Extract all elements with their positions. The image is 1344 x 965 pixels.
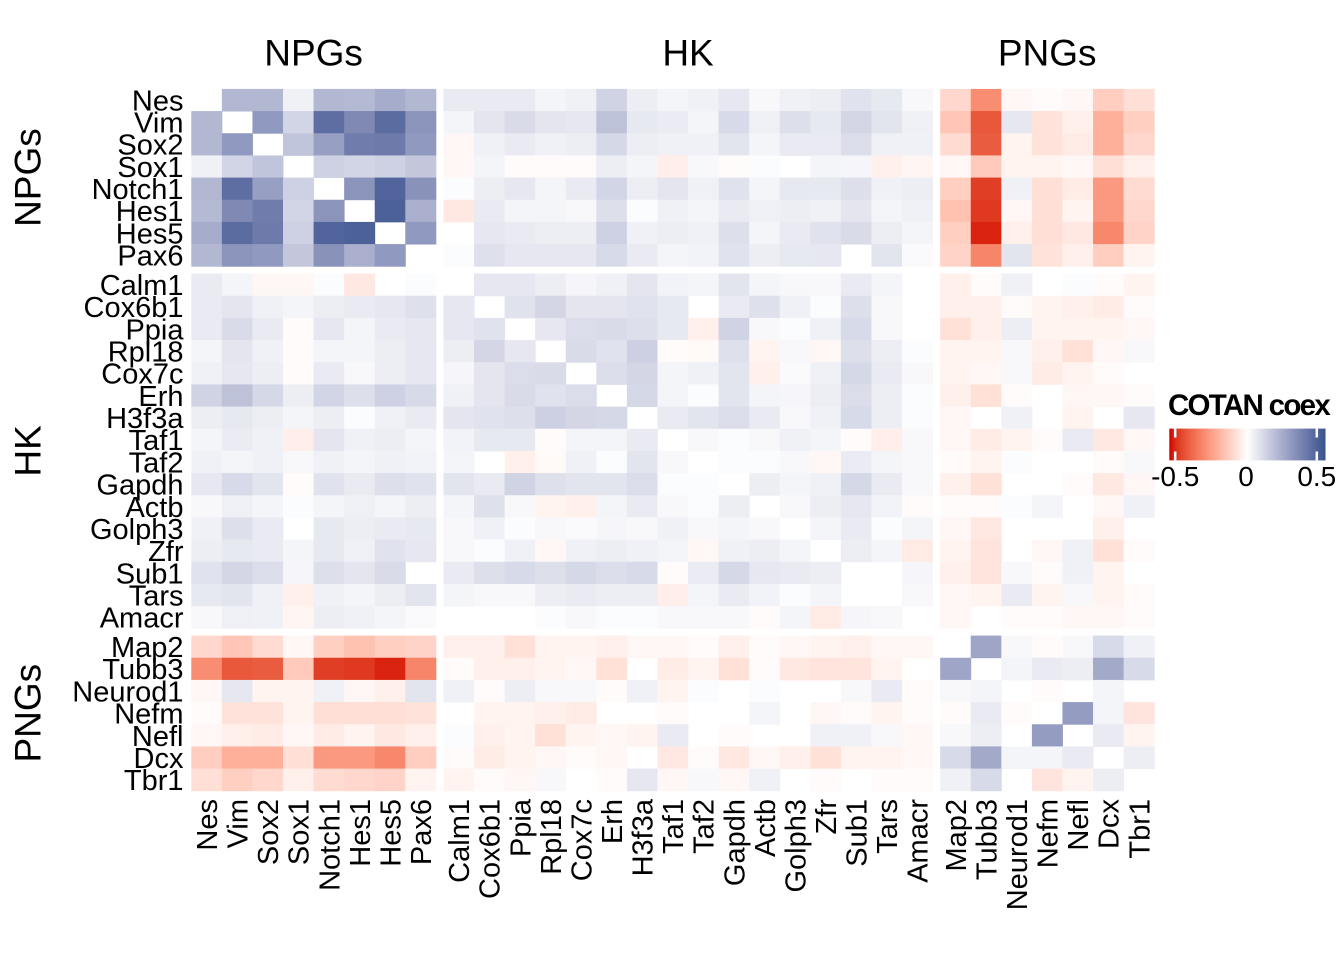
- svg-text:Nes: Nes: [192, 799, 224, 851]
- svg-text:Actb: Actb: [750, 799, 782, 857]
- svg-text:NPGs: NPGs: [8, 128, 49, 227]
- svg-text:Rpl18: Rpl18: [108, 337, 184, 369]
- svg-text:Taf1: Taf1: [658, 799, 690, 854]
- svg-text:Hes1: Hes1: [345, 799, 377, 867]
- svg-text:Calm1: Calm1: [100, 270, 184, 302]
- svg-text:Erh: Erh: [597, 799, 629, 844]
- svg-text:-0.5: -0.5: [1151, 461, 1199, 492]
- svg-text:Tbr1: Tbr1: [124, 765, 184, 797]
- svg-text:Vim: Vim: [223, 799, 255, 848]
- svg-text:Sox2: Sox2: [117, 130, 183, 162]
- svg-text:Map2: Map2: [111, 632, 184, 664]
- svg-text:Hes1: Hes1: [116, 196, 184, 228]
- svg-text:Cox7c: Cox7c: [566, 799, 598, 881]
- svg-text:Rpl18: Rpl18: [536, 799, 568, 875]
- svg-text:Zfr: Zfr: [811, 799, 843, 835]
- svg-text:Taf1: Taf1: [129, 425, 184, 457]
- svg-text:Cox6b1: Cox6b1: [84, 292, 184, 324]
- svg-text:NPGs: NPGs: [264, 33, 363, 74]
- svg-text:Tubb3: Tubb3: [971, 799, 1003, 880]
- svg-text:H3f3a: H3f3a: [628, 798, 660, 876]
- svg-text:Nefl: Nefl: [1063, 799, 1095, 851]
- svg-text:Erh: Erh: [138, 381, 183, 413]
- svg-text:Neurod1: Neurod1: [1002, 799, 1034, 910]
- svg-text:Notch1: Notch1: [92, 174, 184, 206]
- svg-text:Gapdh: Gapdh: [719, 799, 751, 886]
- svg-text:Gapdh: Gapdh: [96, 470, 183, 502]
- svg-text:Golph3: Golph3: [780, 799, 812, 893]
- svg-text:Nefm: Nefm: [114, 699, 183, 731]
- svg-text:Neurod1: Neurod1: [72, 676, 183, 708]
- svg-text:Ppia: Ppia: [505, 798, 537, 857]
- svg-text:Nes: Nes: [132, 85, 184, 117]
- svg-text:Sub1: Sub1: [116, 558, 184, 590]
- svg-text:Sox2: Sox2: [253, 799, 285, 865]
- svg-text:Pax6: Pax6: [117, 241, 183, 273]
- svg-text:Nefm: Nefm: [1033, 799, 1065, 868]
- svg-text:Amacr: Amacr: [100, 603, 184, 635]
- svg-text:H3f3a: H3f3a: [106, 403, 184, 435]
- svg-text:Ppia: Ppia: [125, 314, 184, 346]
- svg-text:Map2: Map2: [941, 799, 973, 872]
- svg-text:Notch1: Notch1: [314, 799, 346, 891]
- svg-text:Hes5: Hes5: [116, 218, 184, 250]
- svg-text:Cox6b1: Cox6b1: [475, 799, 507, 899]
- svg-text:HK: HK: [662, 33, 714, 74]
- svg-text:Sox1: Sox1: [284, 799, 316, 865]
- svg-text:Actb: Actb: [125, 492, 183, 524]
- svg-text:Tubb3: Tubb3: [102, 654, 183, 686]
- svg-text:Calm1: Calm1: [444, 799, 476, 883]
- svg-text:Taf2: Taf2: [689, 799, 721, 854]
- svg-text:0: 0: [1238, 461, 1254, 492]
- svg-text:COTAN coex: COTAN coex: [1168, 389, 1331, 422]
- svg-text:Sub1: Sub1: [842, 799, 874, 867]
- svg-text:Nefl: Nefl: [132, 721, 184, 753]
- svg-text:Sox1: Sox1: [117, 152, 183, 184]
- svg-text:Tars: Tars: [872, 799, 904, 854]
- svg-text:Vim: Vim: [134, 108, 183, 140]
- svg-text:Dcx: Dcx: [1094, 799, 1126, 849]
- svg-text:Golph3: Golph3: [90, 514, 184, 546]
- svg-text:Tbr1: Tbr1: [1124, 799, 1156, 859]
- svg-text:PNGs: PNGs: [8, 664, 49, 763]
- svg-text:PNGs: PNGs: [998, 33, 1097, 74]
- svg-text:Amacr: Amacr: [903, 799, 935, 883]
- svg-text:Taf2: Taf2: [129, 447, 184, 479]
- svg-text:Tars: Tars: [129, 580, 184, 612]
- svg-text:Hes5: Hes5: [375, 799, 407, 867]
- svg-text:Zfr: Zfr: [148, 536, 184, 568]
- svg-text:Dcx: Dcx: [134, 743, 184, 775]
- svg-text:Pax6: Pax6: [406, 799, 438, 865]
- svg-text:HK: HK: [8, 425, 49, 477]
- svg-text:0.5: 0.5: [1297, 461, 1336, 492]
- svg-text:Cox7c: Cox7c: [101, 359, 183, 391]
